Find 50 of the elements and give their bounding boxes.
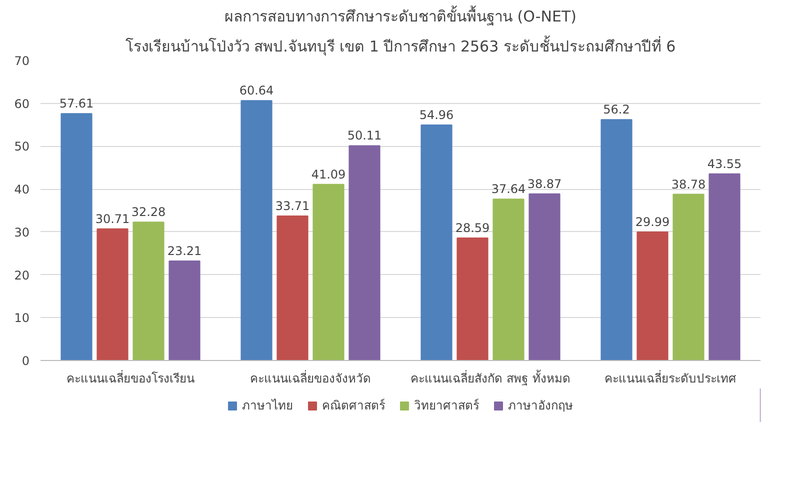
data-label: 57.61 bbox=[59, 96, 94, 111]
legend-label: วิทยาศาสตร์ bbox=[414, 398, 479, 414]
data-label: 56.2 bbox=[603, 102, 630, 117]
bar bbox=[132, 222, 164, 360]
x-tick-label: คะแนนเฉลี่ยสังกัด สพฐ ทั้งหมด bbox=[410, 370, 570, 386]
y-tick-label: 20 bbox=[14, 268, 30, 282]
x-tick-label: คะแนนเฉลี่ยระดับประเทศ bbox=[604, 370, 736, 386]
y-tick-label: 50 bbox=[14, 140, 30, 154]
bar bbox=[456, 237, 488, 360]
bar bbox=[240, 100, 272, 360]
bar bbox=[636, 231, 668, 360]
y-tick-label: 10 bbox=[14, 311, 30, 326]
chart-subtitle: โรงเรียนบ้านโป่งวัว สพป.จันทบุรี เขต 1 ปีการศึกษา 2563 ระดับชั้นประถมศึกษาปีที่ 6 bbox=[125, 36, 676, 56]
bar bbox=[600, 119, 632, 360]
bar bbox=[492, 198, 524, 360]
data-label: 54.96 bbox=[419, 108, 454, 122]
x-tick-label: คะแนนเฉลี่ยของโรงเรียน bbox=[66, 370, 194, 386]
data-label: 33.71 bbox=[275, 199, 310, 214]
bar bbox=[276, 216, 308, 360]
bar bbox=[348, 145, 380, 360]
data-label: 50.11 bbox=[347, 128, 382, 143]
data-label: 38.87 bbox=[527, 176, 562, 191]
bar bbox=[528, 193, 560, 360]
legend-label: ภาษาอังกฤษ bbox=[508, 398, 573, 414]
x-tick-label: คะแนนเฉลี่ยของจังหวัด bbox=[250, 370, 371, 386]
bar bbox=[96, 228, 128, 360]
data-label: 38.78 bbox=[671, 177, 706, 192]
data-label: 41.09 bbox=[311, 167, 346, 182]
y-tick-label: 0 bbox=[22, 354, 30, 368]
bar bbox=[420, 124, 452, 360]
bar bbox=[672, 194, 704, 360]
bar bbox=[708, 173, 740, 360]
data-label: 30.71 bbox=[95, 212, 130, 226]
data-label: 23.21 bbox=[167, 244, 202, 258]
legend-label: คณิตศาสตร์ bbox=[322, 398, 385, 414]
bar bbox=[168, 260, 200, 360]
y-tick-label: 70 bbox=[14, 54, 30, 68]
data-label: 60.64 bbox=[239, 84, 274, 98]
bar bbox=[60, 113, 92, 360]
y-tick-label: 30 bbox=[14, 225, 30, 240]
chart-title: ผลการสอบทางการศึกษาระดับชาติขั้นพื้นฐาน (O-NET) bbox=[224, 6, 576, 26]
y-tick-label: 40 bbox=[14, 182, 30, 197]
bar bbox=[312, 184, 344, 360]
y-tick-label: 60 bbox=[14, 96, 30, 111]
legend-label: ภาษาไทย bbox=[242, 398, 293, 414]
data-label: 37.64 bbox=[491, 182, 526, 196]
data-label: 43.55 bbox=[707, 156, 742, 171]
data-label: 29.99 bbox=[635, 214, 670, 229]
data-label: 32.28 bbox=[131, 205, 166, 220]
data-label: 28.59 bbox=[455, 220, 490, 235]
